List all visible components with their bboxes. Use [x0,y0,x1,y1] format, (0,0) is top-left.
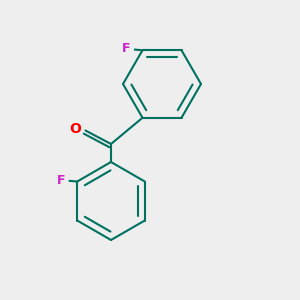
Text: F: F [57,173,65,187]
Text: F: F [122,42,130,55]
Text: O: O [69,122,81,136]
